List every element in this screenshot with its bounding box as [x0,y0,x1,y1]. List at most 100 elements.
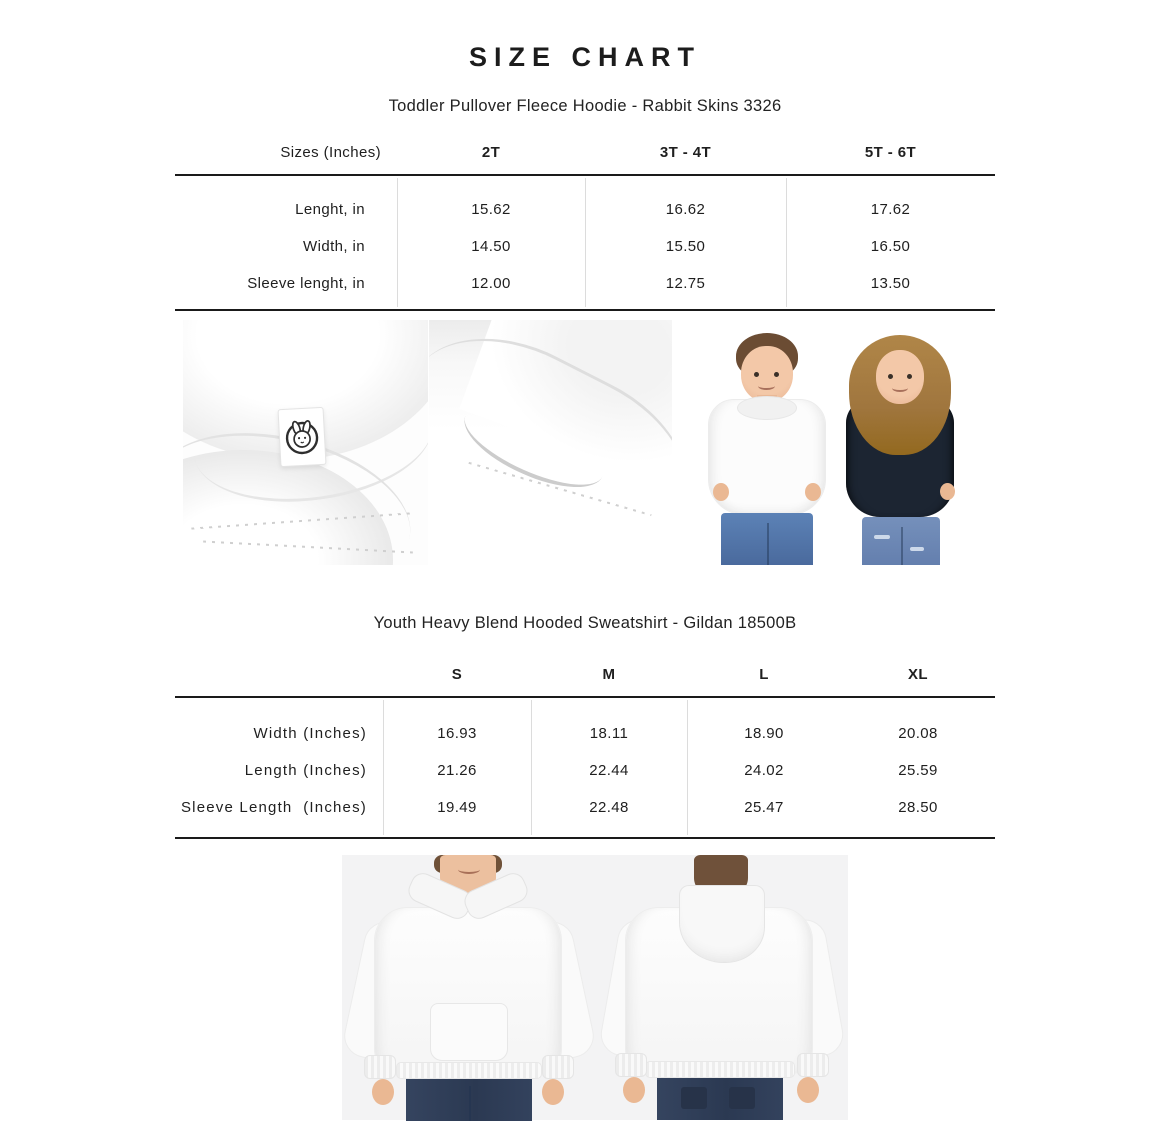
toddler-table-header-row: Sizes (Inches) 2T 3T - 4T 5T - 6T [175,130,995,174]
table-row: Width (Inches) 16.93 18.11 18.90 20.08 [175,715,995,752]
hand [542,1079,564,1105]
table-row: Sleeve Length (Inches) 19.49 22.48 25.47… [175,789,995,826]
cell-value: 19.49 [437,799,477,816]
cell-value: 22.48 [589,799,629,816]
eye [774,372,779,377]
jeans [721,513,813,565]
cell-value: 18.11 [589,725,629,742]
hem-band [645,1061,795,1078]
hand [623,1077,645,1103]
kangaroo-pocket [430,1003,508,1061]
row-label: Length (Inches) [244,762,367,779]
hanging-hood [679,885,765,963]
cell-value: 22.44 [589,762,629,779]
cell-value: 25.59 [898,762,938,779]
cell-value: 12.00 [471,275,511,292]
hand [940,483,955,500]
cell-value: 16.50 [870,238,911,255]
girl-face [876,350,924,404]
eye [754,372,759,377]
jeans-rip [874,535,890,539]
back-pocket [681,1087,707,1109]
row-label: Lenght, in [295,201,365,218]
youth-table-header-row: S M L XL [175,652,995,696]
cell-value: 28.50 [898,799,938,816]
jeans [862,517,940,565]
toddler-table-body: Lenght, in 15.62 16.62 17.62 Width, in 1… [175,174,995,311]
page-title: SIZE CHART [469,42,701,72]
cell-value: 15.62 [471,201,511,218]
column-header-3t-4t: 3T - 4T [659,143,712,161]
cell-value: 21.26 [437,762,477,779]
youth-size-table: S M L XL Width (Inches) 16.93 18.11 18.9… [175,652,995,839]
jeans-seam [767,523,769,565]
hand [797,1077,819,1103]
jeans-seam [469,1086,471,1121]
cell-value: 15.50 [665,238,706,255]
hand [713,483,729,501]
youth-product-title: Youth Heavy Blend Hooded Sweatshirt - Gi… [373,614,797,632]
cell-value: 18.90 [744,725,784,742]
cuff [797,1053,829,1077]
cell-value: 17.62 [870,201,911,218]
hood-label-closeup-photo [183,320,428,565]
row-label: Sleeve Length (Inches) [180,799,367,816]
boy-white-hoodie-photo [697,333,837,565]
toddler-product-title: Toddler Pullover Fleece Hoodie - Rabbit … [388,97,782,115]
column-divider [397,178,398,307]
column-divider [383,700,384,835]
jeans-seam [901,527,903,565]
column-header-m: M [602,665,616,683]
cell-value: 24.02 [744,762,784,779]
cell-value: 14.50 [471,238,511,255]
column-header-2t: 2T [481,143,501,161]
cell-value: 13.50 [870,275,911,292]
girl-navy-hoodie-photo [836,335,964,565]
youth-hoodie-photos [340,855,848,1121]
jeans [406,1076,532,1121]
toddler-size-table: Sizes (Inches) 2T 3T - 4T 5T - 6T Lenght… [175,130,995,311]
column-divider [786,178,787,307]
cell-value: 16.62 [665,201,706,218]
sizes-header-label: Sizes (Inches) [280,143,381,161]
eye [907,374,912,379]
cell-value: 20.08 [898,725,938,742]
smile [892,384,908,392]
column-header-5t-6t: 5T - 6T [864,143,917,161]
column-header-xl: XL [908,665,928,683]
table-row: Length (Inches) 21.26 22.44 24.02 25.59 [175,752,995,789]
row-label: Width, in [303,238,365,255]
neck-label-tag [277,406,327,468]
column-divider [531,700,532,835]
cell-value: 12.75 [665,275,706,292]
jeans [657,1075,783,1120]
cell-value: 25.47 [744,799,784,816]
hand [372,1079,394,1105]
rabbit-skins-logo-icon [285,420,319,455]
smile [758,382,775,390]
column-header-s: S [451,665,463,683]
column-header-l: L [759,665,769,683]
table-row: Width, in 14.50 15.50 16.50 [175,228,995,265]
model-mouth [458,865,480,874]
cuff [615,1053,647,1077]
back-pocket [729,1087,755,1109]
hem-band [396,1062,542,1079]
boy-face [741,346,793,402]
pocket-closeup-photo [429,320,672,565]
cell-value: 16.93 [437,725,477,742]
row-label: Width (Inches) [253,725,367,742]
jeans-rip [910,547,924,551]
table-row: Sleeve lenght, in 12.00 12.75 13.50 [175,265,995,302]
cuff [542,1055,574,1079]
row-label: Sleeve lenght, in [247,275,365,292]
hand [805,483,821,501]
column-divider [687,700,688,835]
table-row: Lenght, in 15.62 16.62 17.62 [175,191,995,228]
column-divider [585,178,586,307]
hood-bunch [737,396,797,420]
cuff [364,1055,396,1079]
youth-hoodie-back-photo [595,855,848,1120]
eye [888,374,893,379]
